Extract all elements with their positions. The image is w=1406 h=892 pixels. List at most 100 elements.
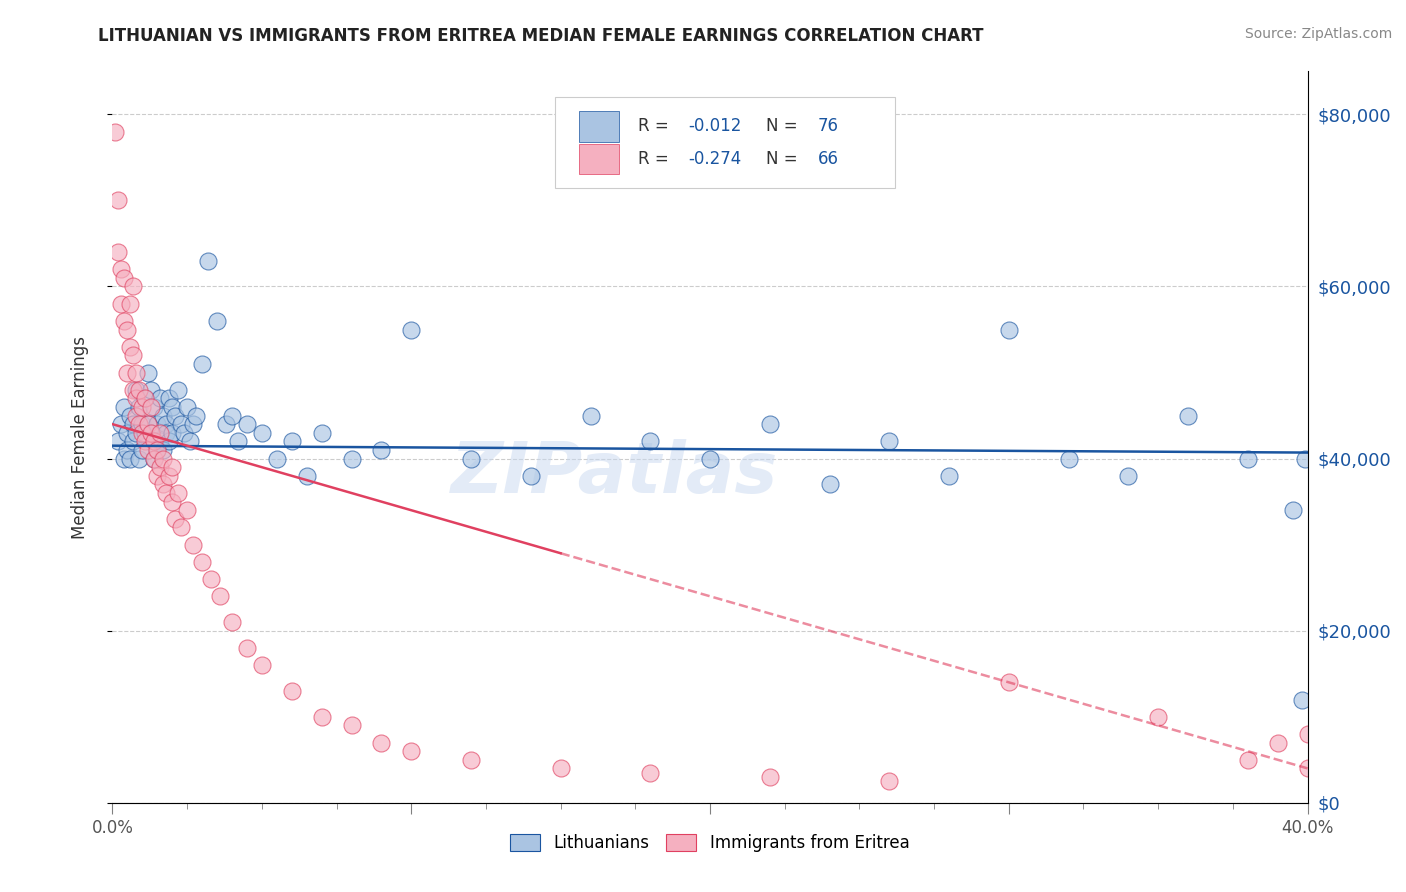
Point [128,451,150,466]
Point [236,640,259,655]
Point [311,710,333,724]
Point [141,425,163,440]
Point [340,451,363,466]
Point [141,400,163,414]
Point [155,425,177,440]
Point [879,774,901,789]
Point [138,417,160,432]
Point [186,409,208,423]
Point [460,451,482,466]
Point [879,434,901,449]
Point [1057,451,1080,466]
Point [149,434,172,449]
Point [460,753,482,767]
Point [1296,761,1319,775]
Point [266,451,288,466]
Point [125,425,148,440]
Point [162,425,183,440]
Point [134,392,156,406]
Point [120,451,142,466]
Point [370,442,392,457]
Point [1267,735,1289,749]
Point [1281,503,1303,517]
Point [146,442,169,457]
Text: N =: N = [766,117,803,136]
Point [401,322,423,336]
Point [818,477,841,491]
Point [114,271,135,285]
Point [152,442,174,457]
Point [281,434,304,449]
FancyBboxPatch shape [579,144,619,175]
Point [759,770,782,784]
Point [146,417,169,432]
Point [120,340,142,354]
Point [938,468,960,483]
Point [120,409,142,423]
Point [226,434,249,449]
Point [200,572,222,586]
Point [125,409,148,423]
Point [146,442,169,457]
Point [104,125,127,139]
Point [149,392,172,406]
Point [165,512,187,526]
Point [176,503,198,517]
Point [152,409,174,423]
Point [250,658,273,673]
Point [579,409,602,423]
Point [122,434,145,449]
Point [998,322,1021,336]
Point [550,761,572,775]
Point [401,744,423,758]
Point [173,425,195,440]
Point [1291,692,1313,706]
Point [181,417,204,432]
Text: ZIPatlas: ZIPatlas [451,439,778,508]
Point [110,296,132,310]
Point [152,451,174,466]
Point [131,400,153,414]
Text: R =: R = [638,117,675,136]
Point [122,417,145,432]
Point [122,348,145,362]
FancyBboxPatch shape [579,111,619,142]
Point [131,417,153,432]
Point [157,468,180,483]
Point [215,417,238,432]
Point [143,451,166,466]
Point [209,589,232,603]
Point [138,442,160,457]
Point [138,417,160,432]
Point [1147,710,1170,724]
Point [114,400,135,414]
Point [1118,468,1140,483]
Point [131,425,153,440]
Point [176,400,198,414]
Point [759,417,782,432]
Point [125,383,148,397]
Point [191,555,214,569]
Point [149,460,172,475]
Point [110,417,132,432]
Text: 66: 66 [818,150,838,168]
Point [152,477,174,491]
Text: LITHUANIAN VS IMMIGRANTS FROM ERITREA MEDIAN FEMALE EARNINGS CORRELATION CHART: LITHUANIAN VS IMMIGRANTS FROM ERITREA ME… [98,27,984,45]
Point [107,245,129,260]
Point [1237,753,1260,767]
Point [114,451,135,466]
Point [110,262,132,277]
Point [162,400,183,414]
Point [131,442,153,457]
Text: R =: R = [638,150,675,168]
Point [998,675,1021,690]
Point [1294,451,1316,466]
Point [134,434,156,449]
Point [134,392,156,406]
Point [122,279,145,293]
Point [640,434,662,449]
Point [143,400,166,414]
Point [146,468,169,483]
Point [128,417,150,432]
Point [114,314,135,328]
